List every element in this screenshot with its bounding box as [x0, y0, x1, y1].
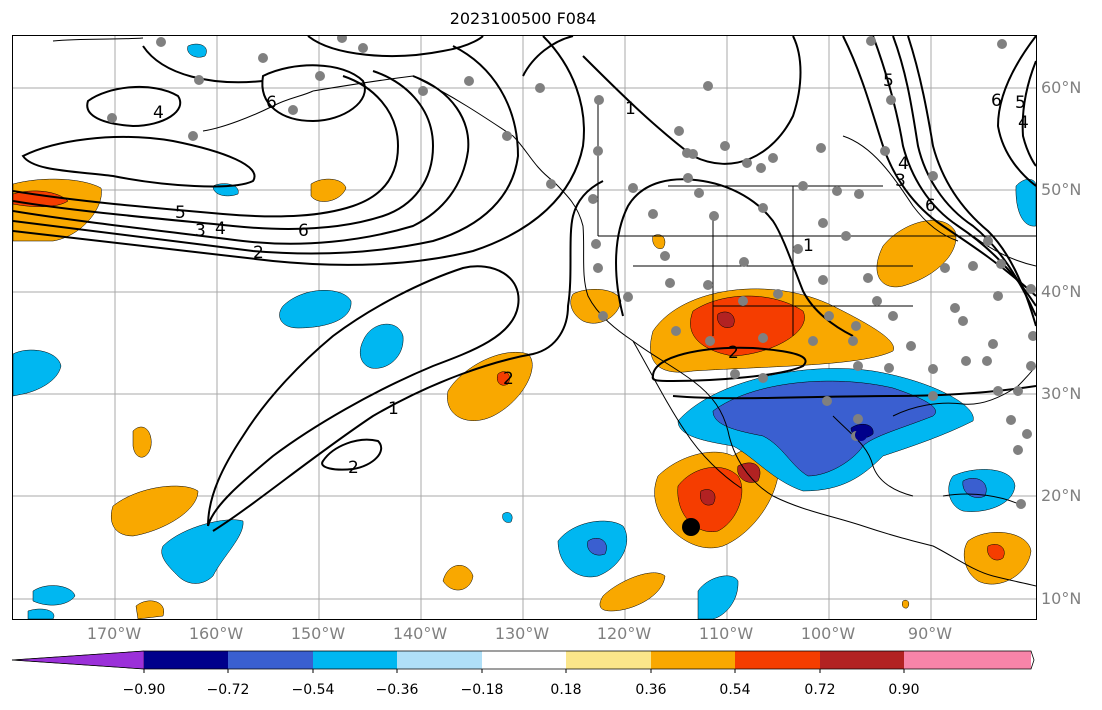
station-markers — [107, 36, 1036, 509]
contour-label: 2 — [503, 369, 514, 389]
contour-label: 4 — [215, 219, 226, 239]
lat-label: 10°N — [1041, 589, 1082, 608]
colorbar-segment — [904, 651, 1031, 669]
lon-label: 130°W — [494, 624, 550, 643]
colorbar-tick-label: 0.90 — [888, 682, 920, 698]
contour-label: 2 — [348, 458, 359, 478]
map-panel: 4 6 5 3 4 6 2 1 2 1 2 2 1 3 4 5 6 5 4 6 — [12, 35, 1037, 620]
highlight-marker — [682, 518, 700, 536]
contour-label: 5 — [883, 71, 894, 91]
lat-label: 60°N — [1041, 78, 1082, 97]
graticule — [13, 36, 1036, 619]
map-title: 2023100500 F084 — [449, 9, 597, 28]
contour-label: 1 — [388, 399, 399, 419]
lon-label: 160°W — [188, 624, 244, 643]
contour-label: 4 — [153, 103, 164, 123]
colorbar-segment — [735, 651, 820, 669]
coastlines — [52, 37, 1036, 587]
lat-label: 20°N — [1041, 486, 1082, 505]
colorbar-segment — [397, 651, 482, 669]
highlight-marker — [855, 429, 867, 441]
lon-label: 140°W — [392, 624, 448, 643]
colorbar-segment — [566, 651, 651, 669]
colorbar-tick-label: 0.54 — [719, 682, 751, 698]
contour-label: 1 — [625, 99, 636, 119]
lat-label: 30°N — [1041, 384, 1082, 403]
colorbar-tick-label: −0.90 — [122, 682, 166, 698]
contour-label: 3 — [895, 171, 906, 191]
map-canvas: 4 6 5 3 4 6 2 1 2 1 2 2 1 3 4 5 6 5 4 6 — [13, 36, 1036, 619]
colorbar-tick-label: 0.72 — [804, 682, 836, 698]
colorbar-tick-label: −0.54 — [291, 682, 335, 698]
contour-label: 3 — [195, 221, 206, 241]
contour-label: 1 — [803, 236, 814, 256]
colorbar-tick-label: 0.18 — [550, 682, 582, 698]
contour-label: 6 — [298, 221, 309, 241]
colorbar-segment — [482, 651, 566, 669]
contour-label: 4 — [898, 154, 909, 174]
colorbar-segment — [651, 651, 735, 669]
lon-label: 90°W — [907, 624, 953, 643]
colorbar-extend-low — [11, 650, 145, 670]
contour-label: 5 — [175, 203, 186, 223]
colorbar-tick-label: −0.72 — [206, 682, 250, 698]
colorbar-segment — [144, 651, 228, 669]
contour-label: 4 — [1018, 113, 1029, 133]
height-contours — [13, 36, 1036, 532]
colorbar — [11, 650, 1035, 673]
contour-label: 5 — [1015, 93, 1026, 113]
contour-label: 6 — [991, 91, 1002, 111]
lon-label: 110°W — [698, 624, 754, 643]
contour-label: 2 — [728, 343, 739, 363]
contour-label: 2 — [253, 243, 264, 263]
contour-labels: 4 6 5 3 4 6 2 1 2 1 2 2 1 3 4 5 6 5 4 6 — [153, 71, 1029, 478]
colorbar-tick-label: −0.36 — [375, 682, 419, 698]
colorbar-tick-label: −0.18 — [460, 682, 504, 698]
lon-label: 150°W — [290, 624, 346, 643]
contour-label: 6 — [925, 196, 936, 216]
negative-anomaly-shading — [13, 43, 1036, 619]
colorbar-segment — [820, 651, 904, 669]
lon-label: 100°W — [800, 624, 856, 643]
colorbar-tick-label: 0.36 — [635, 682, 667, 698]
lon-label: 120°W — [596, 624, 652, 643]
colorbar-segment — [313, 651, 397, 669]
lon-label: 170°W — [86, 624, 142, 643]
contour-label: 6 — [266, 93, 277, 113]
colorbar-segment — [228, 651, 313, 669]
lat-label: 50°N — [1041, 180, 1082, 199]
lat-label: 40°N — [1041, 282, 1082, 301]
